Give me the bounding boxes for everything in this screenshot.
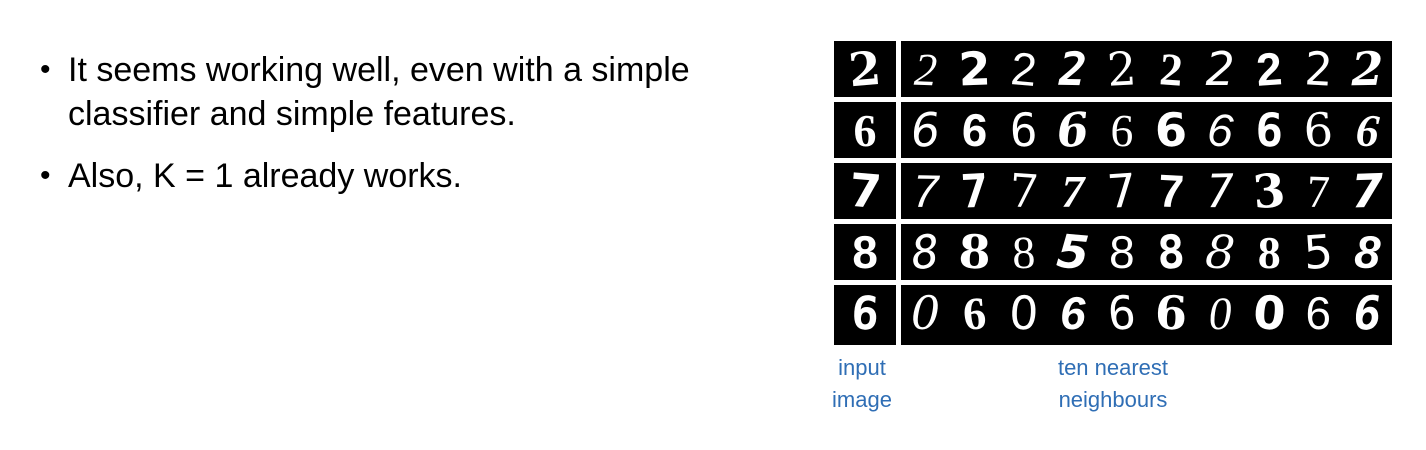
input-digit: 6 xyxy=(849,285,880,341)
neighbour-digit: 7 xyxy=(959,163,989,218)
neighbour-digit: 6 xyxy=(1060,287,1087,339)
neighbour-digit: 8 xyxy=(1258,227,1281,278)
input-digit: 6 xyxy=(854,105,877,156)
bullet-text: Also, K = 1 already works. xyxy=(68,157,463,195)
neighbour-digit: 0 xyxy=(1251,285,1288,341)
neighbour-digit: 3 xyxy=(1251,163,1288,219)
input-digit: 7 xyxy=(847,163,884,219)
column-separator xyxy=(896,41,901,345)
neighbour-digit: 2 xyxy=(913,44,938,96)
neighbour-digit: 5 xyxy=(1302,224,1335,280)
neighbour-digit: 6 xyxy=(1154,102,1188,157)
neighbour-digit: 7 xyxy=(1206,164,1235,218)
neighbour-digit: 5 xyxy=(1055,224,1092,280)
neighbour-digit: 2 xyxy=(1158,43,1185,95)
row-separator xyxy=(834,97,1392,102)
neighbour-digit: 6 xyxy=(1009,103,1038,157)
neighbour-digit: 6 xyxy=(1255,103,1284,157)
bullet-item: • It seems working well, even with a sim… xyxy=(40,48,800,136)
caption-nearest-neighbours: ten nearest neighbours xyxy=(1020,352,1206,416)
neighbour-digit: 8 xyxy=(1204,224,1237,280)
neighbour-digit: 2 xyxy=(958,41,992,96)
neighbour-digit: 7 xyxy=(1105,163,1138,219)
caption-nearest-line: ten nearest xyxy=(1057,355,1169,380)
caption-input-line: image xyxy=(832,387,892,412)
neighbour-digit: 2 xyxy=(1009,42,1039,96)
neighbour-digit: 6 xyxy=(909,102,942,158)
neighbour-digit: 8 xyxy=(1011,227,1036,279)
neighbour-digit: 8 xyxy=(1156,224,1186,279)
caption-nearest-line: neighbours xyxy=(1058,387,1168,412)
neighbour-digit: 7 xyxy=(1007,163,1040,219)
neighbour-digit: 6 xyxy=(1352,285,1382,340)
neighbour-digit: 7 xyxy=(1306,166,1331,218)
neighbour-digit: 2 xyxy=(1106,41,1138,96)
row-separator xyxy=(834,280,1392,285)
neighbour-digit: 0 xyxy=(1008,285,1040,340)
neighbour-digit: 7 xyxy=(1350,163,1384,218)
neighbour-digit: 2 xyxy=(1058,42,1088,96)
caption-input-image: input image xyxy=(812,352,912,416)
neighbour-digit: 7 xyxy=(1061,166,1086,217)
neighbour-digit: 6 xyxy=(1354,104,1381,156)
neighbour-digit: 2 xyxy=(1303,41,1333,96)
caption-input-line: input xyxy=(838,355,886,380)
neighbour-digit: 8 xyxy=(1109,226,1135,278)
bullet-item: • Also, K = 1 already works. xyxy=(40,154,800,198)
neighbour-digit: 7 xyxy=(912,165,940,217)
neighbour-digit: 6 xyxy=(1154,285,1188,340)
neighbour-digit: 6 xyxy=(1205,103,1235,157)
neighbour-digit: 7 xyxy=(1157,164,1185,217)
bullet-list: • It seems working well, even with a sim… xyxy=(40,48,800,198)
bullet-dot: • xyxy=(40,53,51,86)
input-digit: 8 xyxy=(852,226,878,278)
neighbour-digit: 8 xyxy=(1353,225,1382,278)
row-separator xyxy=(834,219,1392,224)
neighbour-digit: 6 xyxy=(1302,102,1334,157)
neighbour-digit: 8 xyxy=(958,224,992,279)
neighbour-digit: 6 xyxy=(1110,105,1135,157)
bullet-dot: • xyxy=(40,159,51,192)
neighbour-digit: 6 xyxy=(961,103,989,156)
row-separator xyxy=(834,158,1392,163)
input-digit: 2 xyxy=(847,41,884,97)
bullet-text: It seems working well, even with a simpl… xyxy=(68,51,690,133)
neighbour-digit: 0 xyxy=(911,286,940,340)
neighbour-digit: 2 xyxy=(1255,42,1284,96)
neighbour-digit: 0 xyxy=(1208,288,1233,340)
neighbour-digit: 2 xyxy=(1206,42,1235,96)
neighbour-digit: 6 xyxy=(1106,285,1138,341)
neighbour-digit: 6 xyxy=(1054,102,1091,158)
neighbour-digit: 6 xyxy=(1305,287,1331,339)
neighbour-digit: 8 xyxy=(909,224,941,280)
neighbour-digit: 2 xyxy=(1350,42,1384,97)
neighbour-digit: 6 xyxy=(961,287,988,339)
